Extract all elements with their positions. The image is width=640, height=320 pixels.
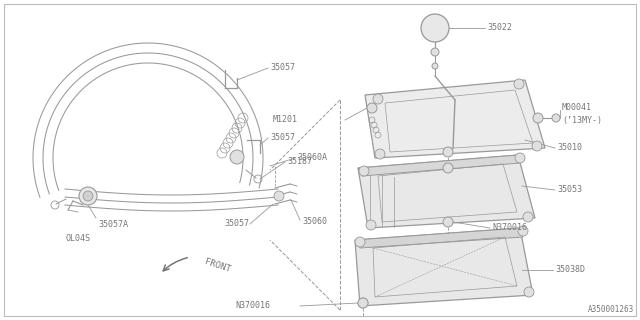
Circle shape [358, 298, 368, 308]
Circle shape [523, 212, 533, 222]
Circle shape [515, 153, 525, 163]
Text: N370016: N370016 [492, 223, 527, 233]
Circle shape [532, 141, 542, 151]
Circle shape [443, 163, 453, 173]
Circle shape [79, 187, 97, 205]
Text: M1201: M1201 [273, 116, 298, 124]
Circle shape [443, 147, 453, 157]
Text: M00041: M00041 [562, 103, 592, 113]
Text: 35022: 35022 [487, 23, 512, 33]
Circle shape [359, 166, 369, 176]
Circle shape [552, 114, 560, 122]
Circle shape [518, 226, 528, 236]
Text: 35060A: 35060A [297, 154, 327, 163]
Text: FRONT: FRONT [204, 258, 232, 275]
Text: 35010: 35010 [557, 143, 582, 153]
Text: A350001263: A350001263 [588, 305, 634, 314]
Circle shape [274, 191, 284, 201]
Text: 35057: 35057 [270, 63, 295, 73]
Text: OL04S: OL04S [66, 234, 91, 243]
Text: 35038D: 35038D [555, 266, 585, 275]
Circle shape [431, 48, 439, 56]
Circle shape [375, 149, 385, 159]
Circle shape [373, 94, 383, 104]
Circle shape [514, 79, 524, 89]
Circle shape [524, 287, 534, 297]
Circle shape [358, 298, 368, 308]
Text: 35187: 35187 [287, 157, 312, 166]
Text: 35060: 35060 [302, 217, 327, 226]
Polygon shape [355, 228, 523, 248]
Polygon shape [358, 155, 535, 228]
Circle shape [367, 103, 377, 113]
Circle shape [533, 113, 543, 123]
Text: N370016: N370016 [235, 301, 270, 310]
Circle shape [355, 237, 365, 247]
Polygon shape [358, 155, 520, 176]
Circle shape [366, 220, 376, 230]
Circle shape [443, 217, 453, 227]
Text: 35053: 35053 [557, 186, 582, 195]
Polygon shape [355, 228, 533, 306]
Text: (’13MY-): (’13MY-) [562, 116, 602, 124]
Circle shape [83, 191, 93, 201]
Text: 35057A: 35057A [98, 220, 128, 229]
Circle shape [432, 63, 438, 69]
Polygon shape [365, 80, 545, 158]
Text: 35057: 35057 [224, 220, 249, 228]
Circle shape [230, 150, 244, 164]
Text: 35057: 35057 [270, 133, 295, 142]
Circle shape [421, 14, 449, 42]
